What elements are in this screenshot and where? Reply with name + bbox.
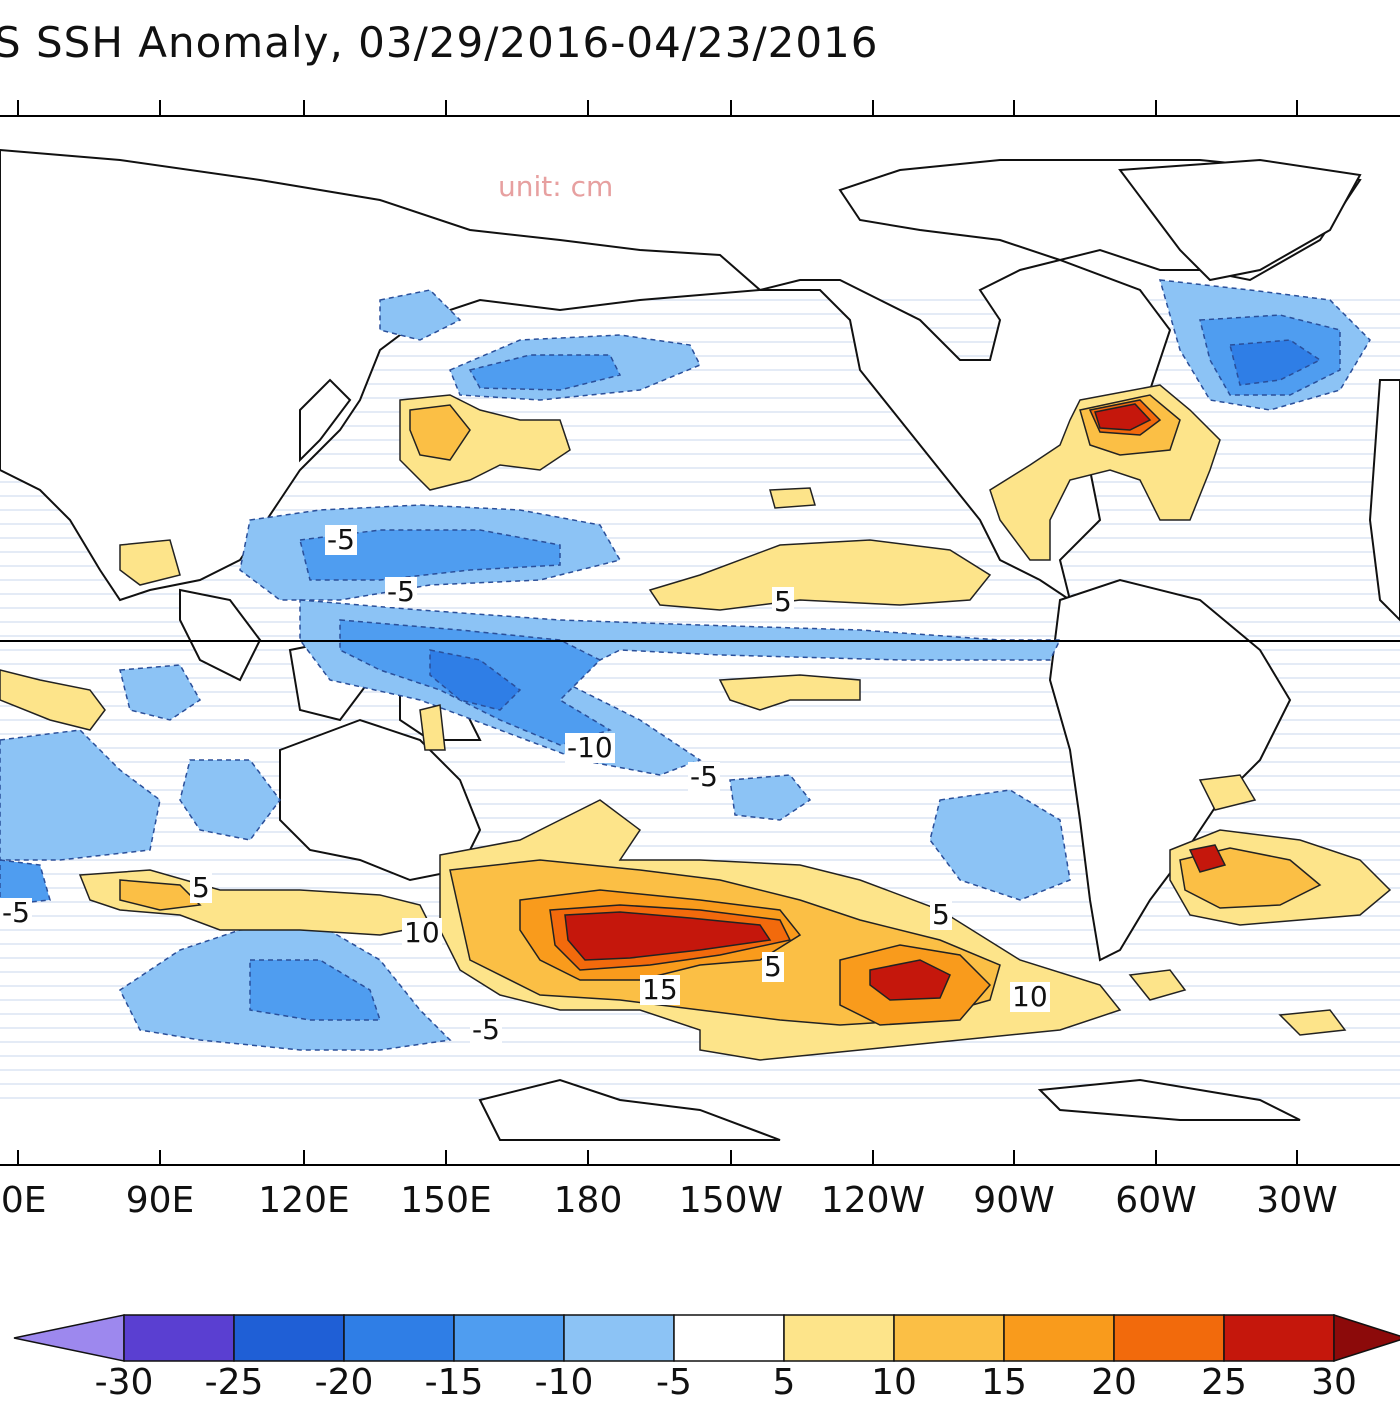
contour-label: 15 (640, 973, 680, 1006)
lon-label: 30W (1256, 1180, 1338, 1221)
map-frame (0, 115, 1400, 1166)
colorbar-label: 25 (1201, 1362, 1247, 1403)
colorbar-label: -15 (424, 1362, 484, 1403)
colorbar-label: -10 (534, 1362, 594, 1403)
colorbar-label: 5 (772, 1362, 796, 1403)
contour-label: 5 (772, 585, 794, 618)
colorbar-min-arrow (13, 1314, 125, 1362)
colorbar-label: -5 (656, 1362, 692, 1403)
lon-label: 120W (820, 1180, 926, 1221)
map-ticks (17, 100, 1298, 1165)
contour-label: 10 (1010, 980, 1050, 1013)
contour-label: -5 (0, 896, 32, 929)
colorbar-label: -30 (94, 1362, 154, 1403)
colorbar-swatch (1113, 1314, 1225, 1362)
colorbar-label: 30 (1311, 1362, 1357, 1403)
lon-label: 150E (400, 1180, 492, 1221)
lon-label: 180 (553, 1180, 623, 1221)
lon-label: 60W (1115, 1180, 1197, 1221)
contour-label: 10 (402, 916, 442, 949)
colorbar-label: 15 (981, 1362, 1027, 1403)
lon-label: 150W (678, 1180, 784, 1221)
colorbar-label: -20 (314, 1362, 374, 1403)
colorbar-swatch (453, 1314, 565, 1362)
antarctica (478, 1078, 781, 1141)
lon-label: 60E (0, 1180, 47, 1221)
contour-label: -5 (470, 1013, 502, 1046)
antarctica-east (1037, 1078, 1301, 1121)
colorbar-swatch (783, 1314, 895, 1362)
colorbar-max-arrow (1333, 1313, 1400, 1363)
contour-label: 5 (930, 898, 952, 931)
japan (299, 378, 352, 463)
colorbar-swatch (123, 1314, 235, 1362)
colorbar-swatch (893, 1314, 1005, 1362)
contour-label: -5 (688, 760, 720, 793)
map-title: S SSH Anomaly, 03/29/2016-04/23/2016 (0, 18, 879, 67)
colorbar-swatch (233, 1314, 345, 1362)
colorbar-swatch (1003, 1314, 1115, 1362)
eurasia (0, 148, 763, 602)
lon-label: 120E (258, 1180, 350, 1221)
lon-label: 90E (125, 1180, 195, 1221)
contour-label: -5 (325, 523, 357, 556)
lon-label: 90W (973, 1180, 1055, 1221)
indochina (179, 588, 262, 682)
colorbar-label: 20 (1091, 1362, 1137, 1403)
colorbar-swatch (673, 1314, 785, 1362)
contour-label: -5 (385, 575, 417, 608)
colorbar-swatch (1223, 1314, 1335, 1362)
positive-anomalies (0, 384, 1392, 1061)
colorbar-label: 10 (871, 1362, 917, 1403)
south-america (1048, 578, 1292, 962)
unit-label: unit: cm (498, 170, 614, 203)
continents (0, 148, 1400, 1141)
negative-anomalies (0, 279, 1371, 1051)
greenland (1118, 158, 1362, 282)
colorbar-swatch (563, 1314, 675, 1362)
africa (1368, 379, 1400, 622)
colorbar-label: -25 (204, 1362, 264, 1403)
colorbar-swatch (343, 1314, 455, 1362)
colorbar (13, 1313, 1400, 1363)
contour-label: 5 (762, 950, 784, 983)
contour-label: 5 (190, 871, 212, 904)
contour-label: -10 (565, 731, 615, 764)
